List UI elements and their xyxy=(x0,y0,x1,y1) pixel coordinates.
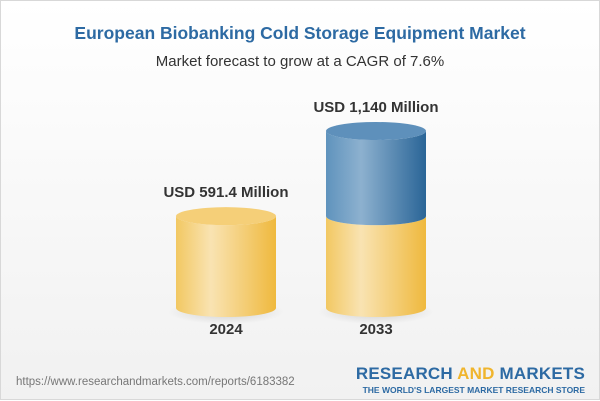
x-tick-label: 2024 xyxy=(209,321,243,338)
chart-subtitle: Market forecast to grow at a CAGR of 7.6… xyxy=(155,53,445,70)
cylinder-growth-segment xyxy=(326,131,426,226)
cylinder-top xyxy=(326,122,426,140)
source-url[interactable]: https://www.researchandmarkets.com/repor… xyxy=(16,376,295,388)
cylinder-base-segment xyxy=(326,216,426,317)
chart-title: European Biobanking Cold Storage Equipme… xyxy=(74,23,526,43)
cylinder-top xyxy=(176,207,276,226)
x-tick-label: 2033 xyxy=(359,321,392,338)
research-and-markets-logo: RESEARCH AND MARKETS THE WORLD'S LARGEST… xyxy=(355,364,585,395)
cylinder-base-segment xyxy=(176,216,276,317)
data-label: USD 591.4 Million xyxy=(163,184,288,201)
data-label: USD 1,140 Million xyxy=(313,99,438,116)
